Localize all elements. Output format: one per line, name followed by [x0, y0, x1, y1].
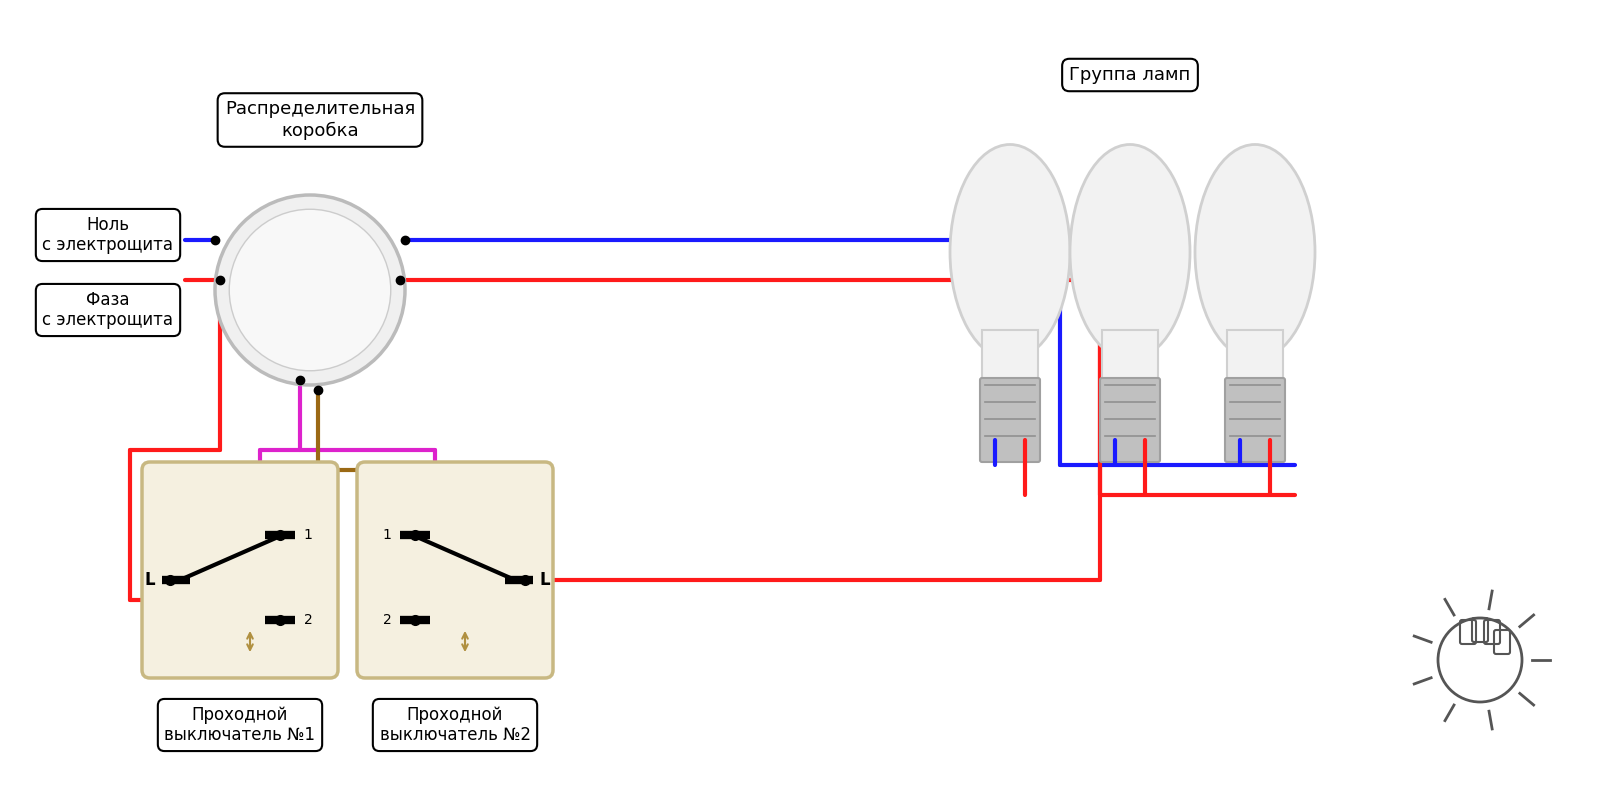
Text: 2: 2 [382, 613, 392, 627]
Circle shape [229, 210, 390, 370]
Ellipse shape [1195, 145, 1315, 359]
FancyBboxPatch shape [1102, 330, 1158, 380]
FancyBboxPatch shape [357, 462, 554, 678]
Text: 1: 1 [382, 528, 392, 542]
Ellipse shape [1070, 145, 1190, 359]
Text: Распределительная
коробка: Распределительная коробка [226, 101, 414, 139]
FancyBboxPatch shape [1227, 330, 1283, 380]
Text: Фаза
с электрощита: Фаза с электрощита [43, 290, 173, 330]
Text: L: L [144, 571, 155, 589]
FancyBboxPatch shape [142, 462, 338, 678]
Text: Группа ламп: Группа ламп [1069, 66, 1190, 84]
Text: L: L [539, 571, 550, 589]
FancyBboxPatch shape [1226, 378, 1285, 462]
FancyBboxPatch shape [979, 378, 1040, 462]
Text: Ноль
с электрощита: Ноль с электрощита [43, 215, 173, 254]
Circle shape [214, 195, 405, 385]
Ellipse shape [950, 145, 1070, 359]
Text: Проходной
выключатель №1: Проходной выключатель №1 [165, 706, 315, 744]
FancyBboxPatch shape [1101, 378, 1160, 462]
Text: Проходной
выключатель №2: Проходной выключатель №2 [379, 706, 531, 744]
FancyBboxPatch shape [982, 330, 1038, 380]
Text: 1: 1 [304, 528, 312, 542]
Text: 2: 2 [304, 613, 312, 627]
